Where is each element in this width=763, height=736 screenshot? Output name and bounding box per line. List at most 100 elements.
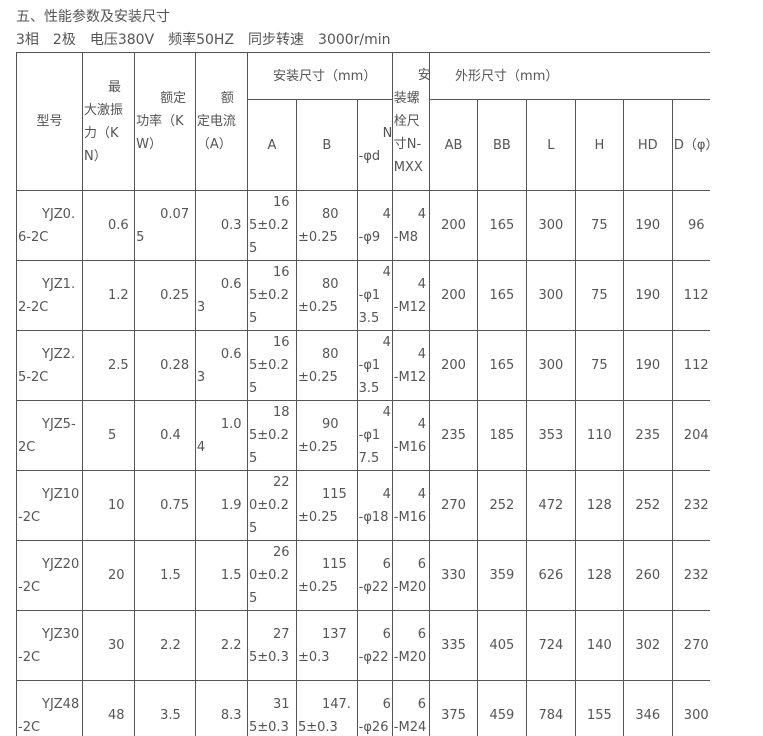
header-install: 安装尺寸（mm） <box>247 52 393 100</box>
table-cell: 75 <box>574 330 624 401</box>
table-cell: 165 <box>476 330 527 401</box>
table-cell: 96 <box>671 190 710 261</box>
table-cell: 20 <box>81 540 136 611</box>
table-cell: 204 <box>671 400 710 471</box>
table-cell: 2.2 <box>134 610 196 681</box>
table-cell: 190 <box>622 260 673 331</box>
table-cell: 2.5 <box>81 330 136 401</box>
table-cell: YJZ1.2-2C <box>16 260 83 331</box>
table-cell: YJZ2.5-2C <box>16 330 83 401</box>
table-cell: 472 <box>525 470 576 541</box>
table-cell: 300 <box>671 680 710 736</box>
header-a: A <box>247 99 297 191</box>
table-cell: 235 <box>622 400 673 471</box>
table-cell: 4-M16 <box>391 400 431 471</box>
table-cell: 6-M20 <box>391 610 431 681</box>
table-cell: 0.63 <box>194 330 249 401</box>
table-cell: 6-M20 <box>391 540 431 611</box>
table-cell: 270 <box>429 470 478 541</box>
table-cell: 10 <box>81 470 136 541</box>
table-cell: 0.6 <box>81 190 136 261</box>
table-cell: 3.5 <box>134 680 196 736</box>
header-nd: N-φd <box>356 99 393 191</box>
table-cell: 375 <box>429 680 478 736</box>
table-cell: 200 <box>429 330 478 401</box>
table-cell: 4-φ13.5 <box>356 260 393 331</box>
table-cell: 190 <box>622 330 673 401</box>
table-cell: 110 <box>574 400 624 471</box>
table-cell: 165±0.25 <box>247 190 297 261</box>
table-cell: 359 <box>476 540 527 611</box>
table-cell: 112 <box>671 260 710 331</box>
table-cell: 165±0.25 <box>247 260 297 331</box>
table-cell: 302 <box>622 610 673 681</box>
table-cell: YJZ10-2C <box>16 470 83 541</box>
spec-table-container: 型号 最大激振力（KN） 额定功率（KW） 额定电流（A） 安装尺寸（mm） 安… <box>16 52 710 736</box>
table-row: YJZ0.6-2C 0.6 0.075 0.3 165±0.25 80±0.25 4-φ9 4… <box>16 190 710 261</box>
section-title: 五、性能参数及安装尺寸 <box>16 9 170 25</box>
table-cell: 80±0.25 <box>295 190 358 261</box>
header-b: B <box>295 99 358 191</box>
table-cell: 48 <box>81 680 136 736</box>
header-h: H <box>574 99 624 191</box>
table-cell: 4-φ9 <box>356 190 393 261</box>
table-cell: 115±0.25 <box>295 470 358 541</box>
header-d: D（φ） <box>671 99 710 191</box>
table-cell: 252 <box>476 470 527 541</box>
table-cell: 335 <box>429 610 478 681</box>
header-force: 最大激振力（KN） <box>81 52 136 191</box>
table-cell: 185 <box>476 400 527 471</box>
table-cell: 0.3 <box>194 190 249 261</box>
table-row: YJZ10-2C 10 0.75 1.9 220±0.25 115±0.25 4-φ18 4-… <box>16 470 710 541</box>
table-cell: 30 <box>81 610 136 681</box>
table-cell: 1.9 <box>194 470 249 541</box>
table-cell: 784 <box>525 680 576 736</box>
table-cell: 8.3 <box>194 680 249 736</box>
table-cell: 75 <box>574 260 624 331</box>
table-cell: 5 <box>81 400 136 471</box>
table-cell: 200 <box>429 260 478 331</box>
table-cell: 80±0.25 <box>295 330 358 401</box>
table-cell: 4-M12 <box>391 260 431 331</box>
table-cell: 260±0.25 <box>247 540 297 611</box>
table-cell: 200 <box>429 190 478 261</box>
table-cell: 137±0.3 <box>295 610 358 681</box>
table-cell: YJZ48-2C <box>16 680 83 736</box>
table-cell: 75 <box>574 190 624 261</box>
table-cell: 4-M12 <box>391 330 431 401</box>
table-row: YJZ5-2C 5 0.4 1.04 185±0.25 90±0.25 4-φ17.5 4-M… <box>16 400 710 471</box>
table-cell: 315±0.3 <box>247 680 297 736</box>
table-cell: 4-φ18 <box>356 470 393 541</box>
table-cell: 185±0.25 <box>247 400 297 471</box>
table-cell: 275±0.3 <box>247 610 297 681</box>
table-cell: 232 <box>671 470 710 541</box>
table-cell: 1.2 <box>81 260 136 331</box>
table-row: YJZ20-2C 20 1.5 1.5 260±0.25 115±0.25 6-φ22 6-M… <box>16 540 710 611</box>
table-cell: YJZ30-2C <box>16 610 83 681</box>
table-cell: 4-M16 <box>391 470 431 541</box>
table-cell: 6-φ22 <box>356 610 393 681</box>
table-cell: 353 <box>525 400 576 471</box>
table-cell: YJZ20-2C <box>16 540 83 611</box>
table-cell: 300 <box>525 260 576 331</box>
header-l: L <box>525 99 576 191</box>
header-power: 额定功率（KW） <box>134 52 196 191</box>
table-cell: 165 <box>476 190 527 261</box>
header-hd: HD <box>622 99 673 191</box>
table-cell: 1.5 <box>134 540 196 611</box>
table-cell: 6-φ22 <box>356 540 393 611</box>
table-cell: 115±0.25 <box>295 540 358 611</box>
header-bb: BB <box>476 99 527 191</box>
table-cell: 0.63 <box>194 260 249 331</box>
table-cell: 252 <box>622 470 673 541</box>
table-cell: 405 <box>476 610 527 681</box>
table-cell: 165 <box>476 260 527 331</box>
table-cell: 724 <box>525 610 576 681</box>
table-cell: 147.5±0.3 <box>295 680 358 736</box>
header-current: 额定电流（A） <box>194 52 249 191</box>
table-cell: 459 <box>476 680 527 736</box>
table-cell: 0.25 <box>134 260 196 331</box>
table-cell: 0.28 <box>134 330 196 401</box>
spec-line: 3相 2极 电压380V 频率50HZ 同步转速 3000r/min <box>16 32 391 48</box>
table-cell: 1.5 <box>194 540 249 611</box>
